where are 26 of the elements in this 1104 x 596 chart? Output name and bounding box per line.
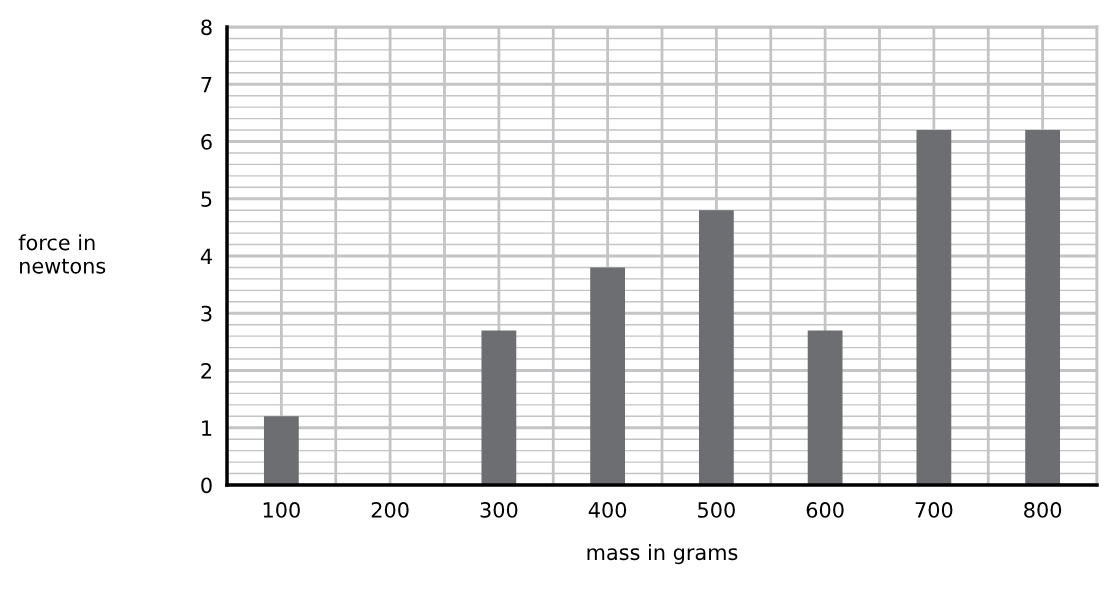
y-tick-label: 2 — [201, 362, 212, 379]
x-tick-label: 800 — [1024, 502, 1062, 518]
y-tick-label: 7 — [201, 76, 212, 93]
y-tick-label: 0 — [201, 477, 212, 494]
y-axis-title: force in newtons — [18, 234, 106, 274]
y-tick-label: 1 — [202, 420, 212, 436]
bar — [590, 267, 626, 485]
bar — [263, 416, 299, 485]
x-tick-label: 300 — [480, 502, 518, 518]
bar — [481, 330, 517, 485]
x-tick-label: 200 — [371, 502, 409, 518]
x-tick-label: 700 — [915, 502, 953, 518]
y-tick-label: 3 — [201, 305, 212, 322]
x-tick-label: 600 — [806, 502, 844, 518]
bar — [698, 210, 734, 485]
y-tick-label: 6 — [201, 133, 212, 150]
y-tick-label: 5 — [201, 191, 212, 207]
y-tick-label: 4 — [200, 248, 212, 264]
bar — [807, 330, 843, 485]
x-tick-label: 100 — [263, 502, 300, 518]
x-axis-title: mass in grams — [587, 544, 738, 565]
y-tick-label: 8 — [201, 19, 212, 36]
bar — [1025, 130, 1061, 485]
x-tick-label: 500 — [698, 502, 735, 518]
x-tick-label: 400 — [588, 502, 627, 518]
bar — [916, 130, 952, 485]
